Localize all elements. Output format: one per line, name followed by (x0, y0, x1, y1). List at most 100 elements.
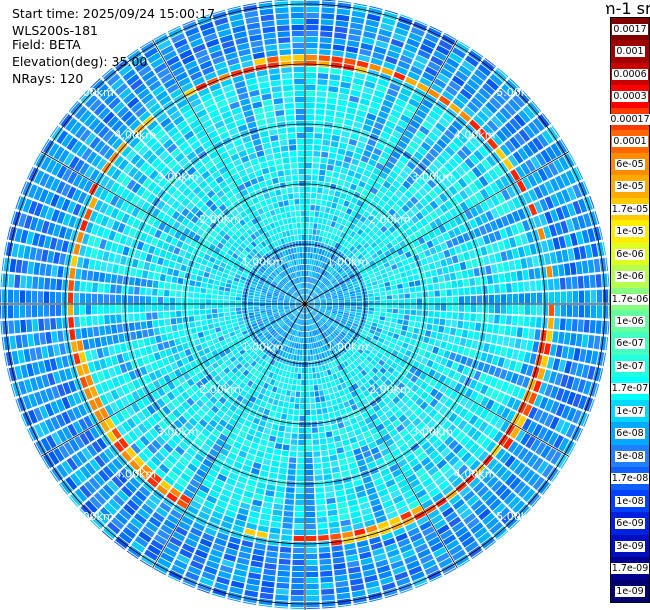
radar-gate (259, 301, 266, 304)
radar-gate (297, 318, 300, 325)
radar-gate (397, 505, 410, 515)
radar-gate (227, 352, 234, 359)
radar-gate (370, 241, 378, 249)
radar-gate (504, 473, 517, 486)
radar-gate (313, 354, 317, 361)
radar-gate (190, 458, 201, 468)
radar-gate (410, 403, 419, 412)
radar-gate (94, 260, 102, 271)
radar-gate (282, 358, 287, 365)
radar-gate (436, 73, 450, 84)
radar-gate (150, 472, 163, 484)
radar-gate (102, 228, 111, 239)
radar-gate (338, 198, 345, 205)
radar-gate (373, 46, 387, 55)
radar-gate (308, 313, 312, 319)
radar-gate (522, 418, 532, 431)
radar-gate (39, 332, 47, 345)
radar-gate (467, 330, 474, 339)
radar-gate (419, 197, 429, 207)
radar-gate (322, 270, 327, 276)
radar-gate (333, 38, 346, 46)
radar-gate (108, 345, 116, 356)
radar-gate (272, 423, 279, 431)
radar-gate (420, 172, 430, 182)
radar-gate (220, 277, 227, 283)
radar-gate (465, 55, 479, 68)
radar-gate (337, 237, 343, 244)
radar-gate (412, 417, 422, 427)
radar-gate (488, 294, 495, 304)
radar-gate (350, 311, 356, 315)
radar-gates (0, 0, 610, 609)
radar-gate (235, 386, 243, 394)
radar-gate (186, 378, 195, 387)
radar-gate (176, 359, 184, 368)
radar-gate (236, 314, 243, 319)
radar-gate (331, 423, 338, 431)
radar-gate (27, 261, 35, 275)
radar-gate (369, 173, 379, 181)
radar-gate (187, 505, 199, 515)
radar-gate (438, 95, 451, 107)
radar-gate (423, 351, 432, 359)
radar-gate (305, 481, 314, 488)
radar-gate (274, 368, 280, 375)
radar-gate (279, 293, 285, 297)
radar-gate (339, 340, 346, 347)
radar-gate (587, 335, 595, 349)
radar-gate (280, 322, 286, 328)
radar-gate (128, 227, 137, 238)
radar-gate (139, 232, 148, 242)
radar-gate (264, 362, 270, 369)
radar-gate (346, 208, 353, 215)
radar-gate (575, 333, 583, 347)
radar-gate (298, 306, 303, 311)
radar-gate (159, 447, 170, 458)
radar-gate (293, 409, 300, 416)
radar-gate (335, 580, 349, 588)
radar-gate (306, 559, 318, 566)
radar-gate (252, 417, 261, 425)
radar-gate (319, 275, 323, 281)
radar-gate (212, 414, 222, 423)
radar-gate (308, 299, 314, 303)
radar-gate (310, 355, 314, 361)
radar-gate (115, 411, 126, 423)
radar-gate (305, 192, 311, 199)
radar-gate (128, 276, 136, 286)
radar-gate (343, 63, 355, 71)
radar-gate (379, 233, 387, 241)
radar-gate (165, 364, 173, 373)
radar-gate (310, 283, 313, 290)
radar-gate (240, 339, 247, 345)
radar-gate (356, 236, 364, 243)
radar-gate (314, 211, 320, 218)
radar-gate (314, 304, 321, 306)
radar-gate (422, 415, 432, 425)
radar-gate (177, 323, 184, 331)
radar-gate (66, 409, 77, 422)
radar-gate (416, 298, 423, 304)
radar-gate (262, 318, 269, 323)
radar-gate (311, 241, 315, 247)
radar-gate (329, 454, 338, 462)
radar-gate (548, 162, 559, 176)
radar-gate (457, 253, 465, 262)
radar-gate (189, 321, 196, 328)
radar-gate (343, 119, 354, 127)
radar-gate (128, 350, 136, 360)
radar-gate (427, 509, 440, 520)
radar-gate (372, 432, 382, 441)
radar-gate (203, 330, 210, 337)
radar-gate (357, 348, 364, 355)
radar-gate (499, 107, 512, 120)
radar-gate (295, 493, 305, 500)
radar-gate (401, 395, 410, 404)
radar-gate (448, 412, 458, 423)
radar-gate (345, 52, 358, 60)
radar-gate (397, 314, 404, 320)
radar-gate (91, 372, 100, 384)
radar-gate (327, 284, 333, 289)
radar-gate (482, 512, 495, 525)
